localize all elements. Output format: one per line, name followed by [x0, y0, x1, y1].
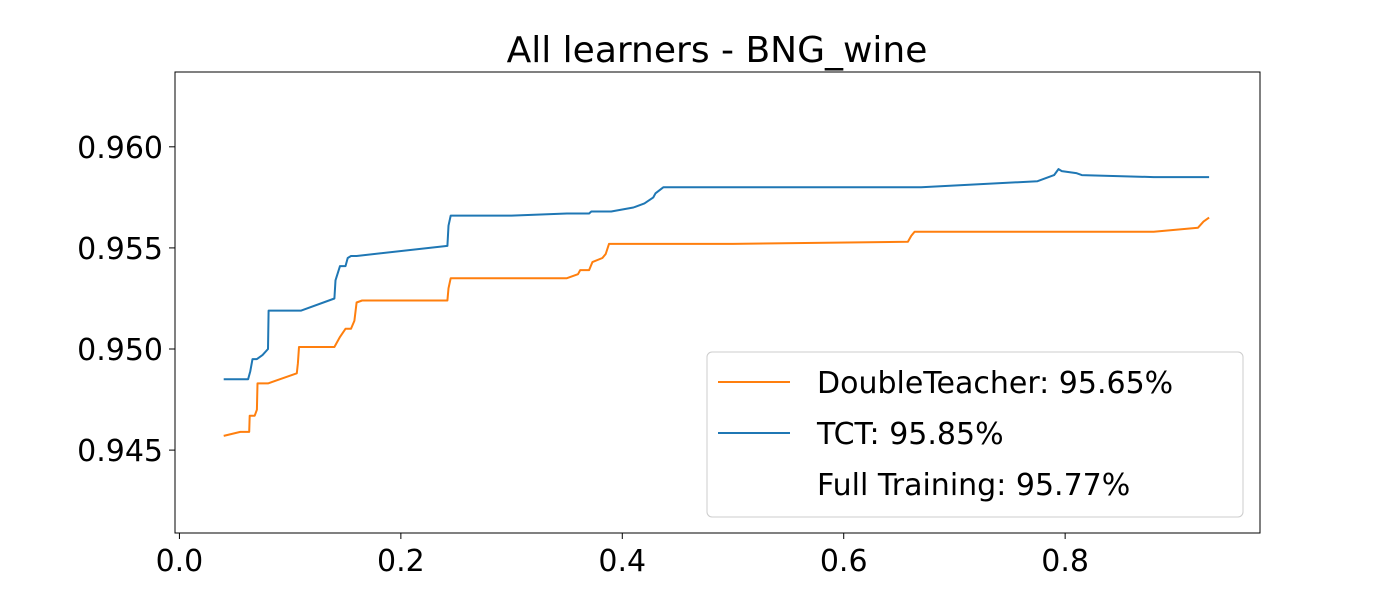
x-tick-label: 0.0	[156, 544, 204, 579]
x-tick-label: 0.6	[820, 544, 868, 579]
y-tick-label: 0.950	[77, 333, 163, 368]
axes-frame	[174, 71, 1261, 534]
y-tick-label: 0.960	[77, 131, 163, 166]
series-layer	[223, 168, 1210, 437]
legend: DoubleTeacher: 95.65% TCT: 95.85% Full Tra…	[706, 351, 1244, 518]
x-tick-label: 0.2	[377, 544, 425, 579]
y-axis: 0.945 0.950 0.955 0.960	[77, 131, 175, 469]
legend-label-2: Full Training: 95.77%	[817, 468, 1130, 503]
x-tick-label: 0.4	[598, 544, 646, 579]
series-line-1	[223, 168, 1210, 381]
x-axis: 0.0 0.2 0.4 0.6 0.8	[156, 533, 1089, 579]
series-line-0	[223, 216, 1210, 437]
chart-title: All learners - BNG_wine	[507, 30, 928, 71]
legend-label-0: DoubleTeacher: 95.65%	[817, 366, 1173, 401]
legend-box	[706, 351, 1244, 518]
y-tick-label: 0.955	[77, 232, 163, 267]
legend-label-1: TCT: 95.85%	[816, 417, 1004, 452]
y-tick-label: 0.945	[77, 434, 163, 469]
x-tick-label: 0.8	[1041, 544, 1089, 579]
